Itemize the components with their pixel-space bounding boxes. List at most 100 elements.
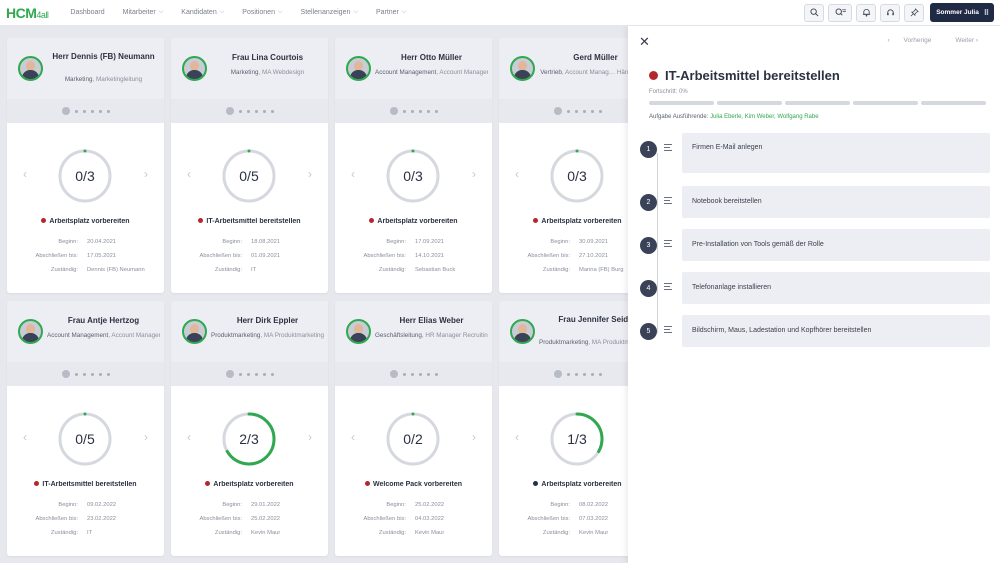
chevron-left-icon[interactable]: ‹ [187,167,191,181]
chevron-right-icon[interactable]: › [308,430,312,444]
current-task[interactable]: Arbeitsplatz vorbereiten [11,218,160,225]
current-task[interactable]: Arbeitsplatz vorbereiten [339,218,488,225]
employee-name[interactable]: Herr Elias Weber [399,316,464,325]
avatar[interactable] [346,319,371,344]
avatar[interactable] [182,56,207,81]
step-box[interactable] [682,133,990,173]
task-step[interactable]: 2 Notebook bereitstellen [638,186,990,218]
card-header: Frau Jennifer Seide Produktmarketing, MA… [499,301,628,362]
current-task[interactable]: Arbeitsplatz vorbereiten [503,218,628,225]
task-detail-panel: ✕ ‹ Vorherige Weiter › IT-Arbeitsmittel … [628,26,1000,563]
employee-name[interactable]: Gerd Müller [573,53,618,62]
nav-partner[interactable]: Partner ⌵ [375,9,407,16]
chevron-left-icon[interactable]: ‹ [351,430,355,444]
employee-card[interactable]: Herr Otto Müller Account Management, Acc… [335,38,492,293]
current-task[interactable]: Arbeitsplatz vorbereiten [175,481,324,488]
employee-name[interactable]: Frau Jennifer Seide [558,315,628,324]
card-pager-dots[interactable] [499,362,628,386]
previous-button[interactable]: ‹ Vorherige [887,37,932,44]
text-lines-icon [664,326,672,335]
chevron-right-icon[interactable]: › [144,430,148,444]
avatar[interactable] [510,319,535,344]
next-button[interactable]: Weiter › [955,37,978,44]
employee-card[interactable]: Herr Elias Weber Geschäftsleitung, HR Ma… [335,301,492,556]
chevron-left-icon[interactable]: ‹ [515,167,519,181]
panel-title: IT-Arbeitsmittel bereitstellen [649,68,840,83]
text-lines-icon [664,197,672,206]
current-task[interactable]: IT-Arbeitsmittel bereitstellen [175,218,324,225]
bell-icon [862,9,870,17]
nav-dashboard[interactable]: Dashboard [70,9,105,16]
step-box[interactable] [682,186,990,218]
notifications-button[interactable] [856,3,877,22]
current-task[interactable]: Welcome Pack vorbereiten [339,481,488,488]
avatar[interactable] [18,319,43,344]
employee-card[interactable]: Frau Antje Hertzog Account Management, A… [7,301,164,556]
avatar[interactable] [346,56,371,81]
employee-card[interactable]: Gerd Müller Vertrieb, Account Manag… Hän… [499,38,628,293]
chevron-left-icon[interactable]: ‹ [351,167,355,181]
assignees-list[interactable]: Julia Eberle, Kim Weber, Wolfgang Rabe [710,114,819,120]
task-step[interactable]: 4 Telefonanlage installieren [638,272,990,304]
avatar[interactable] [18,56,43,81]
pin-button[interactable] [904,3,925,22]
card-pager-dots[interactable] [7,362,164,386]
employee-name[interactable]: Herr Otto Müller [401,53,462,62]
chevron-left-icon[interactable]: ‹ [23,430,27,444]
headset-icon [886,9,894,16]
app-logo[interactable]: HCM4all [6,4,49,21]
employee-name[interactable]: Herr Dennis (FB) Neumann [52,52,155,61]
nav-mitarbeiter[interactable]: Mitarbeiter ⌵ [122,9,164,16]
card-pager-dots[interactable] [171,362,328,386]
employee-card[interactable]: Herr Dirk Eppler Produktmarketing, MA Pr… [171,301,328,556]
chevron-right-icon[interactable]: › [308,167,312,181]
step-box[interactable] [682,315,990,347]
chevron-left-icon[interactable]: ‹ [515,430,519,444]
employee-name[interactable]: Frau Lina Courtois [231,53,304,62]
employee-name[interactable]: Frau Antje Hertzog [67,316,140,325]
card-pager-dots[interactable] [171,99,328,123]
step-number: 5 [640,323,657,340]
chevron-right-icon[interactable]: › [472,430,476,444]
current-task[interactable]: Arbeitsplatz vorbereiten [503,481,628,488]
employee-card[interactable]: Herr Dennis (FB) Neumann Marketing, Mark… [7,38,164,293]
filter-search-button[interactable] [828,3,853,22]
step-box[interactable] [682,272,990,304]
support-button[interactable] [880,3,901,22]
progress-segment [649,101,714,105]
user-menu-button[interactable]: Sommer Julia ⠿ [930,3,994,22]
status-dot [41,218,47,223]
chevron-down-icon: ⌵ [353,9,358,15]
card-pager-dots[interactable] [335,99,492,123]
card-body: ‹ 0/3 › Arbeitsplatz vorbereiten Beginn:… [499,123,628,293]
task-step[interactable]: 5 Bildschirm, Maus, Ladestation und Kopf… [638,315,990,347]
progress-segment [853,101,918,105]
employee-name[interactable]: Herr Dirk Eppler [236,316,299,325]
step-box[interactable] [682,229,990,261]
employee-card[interactable]: Frau Lina Courtois Marketing, MA Webdesi… [171,38,328,293]
card-header: Frau Lina Courtois Marketing, MA Webdesi… [171,38,328,99]
card-pager-dots[interactable] [499,99,628,123]
chevron-right-icon[interactable]: › [472,167,476,181]
chevron-right-icon[interactable]: › [144,167,148,181]
filter-search-icon [835,8,846,16]
avatar[interactable] [510,56,535,81]
chevron-left-icon[interactable]: ‹ [187,430,191,444]
avatar[interactable] [182,319,207,344]
nav-stellenanzeigen[interactable]: Stellenanzeigen ⌵ [300,9,358,16]
current-task[interactable]: IT-Arbeitsmittel bereitstellen [11,481,160,488]
nav-positionen[interactable]: Positionen ⌵ [242,9,283,16]
employee-card[interactable]: Frau Jennifer Seide Produktmarketing, MA… [499,301,628,556]
nav-kandidaten[interactable]: Kandidaten ⌵ [181,9,225,16]
task-step[interactable]: 3 Pre-Installation von Tools gemäß der R… [638,229,990,261]
task-step[interactable]: 1 Firmen E-Mail anlegen [638,133,990,173]
chevron-left-icon[interactable]: ‹ [23,167,27,181]
search-button[interactable] [804,3,825,22]
progress-label: Fortschritt: 0% [649,89,688,95]
card-pager-dots[interactable] [7,99,164,123]
step-label: Bildschirm, Maus, Ladestation und Kopfhö… [692,327,872,334]
close-icon[interactable]: ✕ [639,34,650,49]
chevron-down-icon: ⌵ [401,9,407,15]
card-pager-dots[interactable] [335,362,492,386]
text-lines-icon [664,144,672,153]
